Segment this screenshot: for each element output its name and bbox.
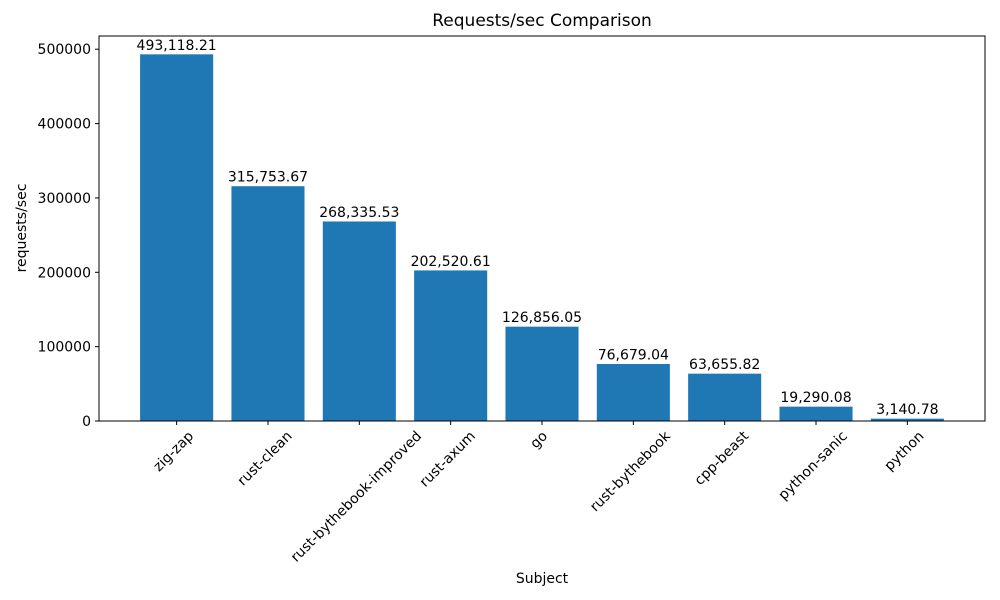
bar-rust-bythebook — [596, 363, 670, 421]
bar-value-label: 493,118.21 — [137, 38, 217, 54]
bar-value-label: 268,335.53 — [319, 205, 399, 221]
x-tick-label: cpp-beast — [692, 428, 753, 489]
y-tick-label: 0 — [82, 414, 91, 430]
bar-zig-zap — [140, 54, 214, 421]
x-tick-label: rust-bythebook — [587, 428, 674, 515]
x-tick-label: rust-bythebook-improved — [288, 428, 425, 565]
plot-border — [98, 35, 986, 422]
bar-rust-axum — [414, 270, 488, 421]
bars-layer — [140, 54, 944, 421]
bar-python — [870, 418, 944, 421]
bar-rust-clean — [231, 186, 305, 421]
chart-title: Requests/sec Comparison — [432, 11, 652, 31]
x-tick-label: python-sanic — [776, 428, 851, 503]
y-tick-label: 200000 — [38, 265, 91, 281]
x-tick-label: rust-axum — [417, 428, 479, 490]
bar-value-label: 3,140.78 — [876, 402, 938, 418]
bar-python-sanic — [779, 406, 853, 421]
y-tick-label: 500000 — [38, 42, 91, 58]
x-tick-label: python — [882, 428, 928, 474]
bar-value-label: 63,655.82 — [689, 357, 760, 373]
bar-value-label: 202,520.61 — [411, 254, 491, 270]
x-tick-label: rust-clean — [235, 428, 296, 489]
y-tick-label: 400000 — [38, 117, 91, 133]
bar-go — [505, 326, 579, 421]
bar-value-label: 76,679.04 — [598, 347, 669, 363]
y-tick-label: 100000 — [38, 340, 91, 356]
bar-value-label: 126,856.05 — [502, 310, 582, 326]
bar-rust-bythebook-improved — [322, 221, 396, 421]
y-axis-label: requests/sec — [14, 184, 30, 273]
bar-value-label: 315,753.67 — [228, 170, 308, 186]
bar-cpp-beast — [688, 373, 762, 421]
y-tick-label: 300000 — [38, 191, 91, 207]
x-tick-label: go — [527, 428, 551, 452]
x-tick-label: zig-zap — [150, 428, 197, 475]
bar-value-label: 19,290.08 — [780, 390, 851, 406]
x-axis-label: Subject — [516, 571, 569, 587]
